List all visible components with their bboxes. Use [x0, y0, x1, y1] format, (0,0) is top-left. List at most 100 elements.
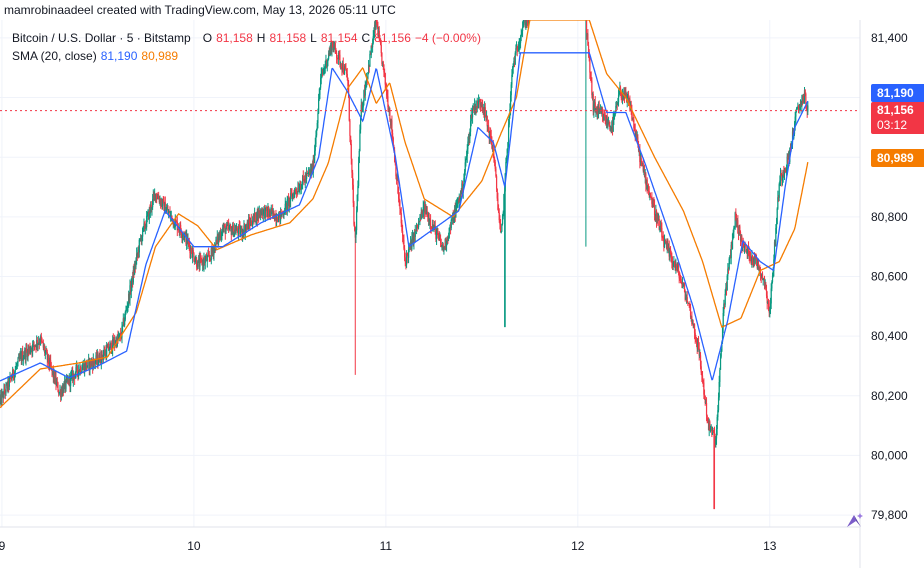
candle-body	[84, 363, 86, 370]
candle-body	[726, 275, 728, 291]
time-axis[interactable]: 9 10 11 12 13	[0, 539, 777, 553]
candle-body	[615, 104, 618, 106]
candle-body	[164, 202, 166, 211]
candle-body	[358, 150, 360, 163]
candle-body	[305, 176, 307, 179]
candle-body	[766, 295, 768, 304]
candle-body	[740, 236, 742, 241]
candle-body	[205, 256, 207, 260]
candle-body	[666, 243, 668, 249]
candle-body	[158, 196, 160, 200]
candle-body	[663, 240, 666, 248]
candle-body	[795, 111, 797, 117]
candle-body	[353, 202, 355, 225]
candle-body	[138, 239, 140, 253]
candle-body	[314, 150, 316, 163]
candle-body	[713, 431, 715, 433]
candle-body	[333, 47, 335, 51]
candle-body	[518, 44, 520, 48]
candle-body	[493, 158, 496, 163]
candle-body	[7, 379, 9, 389]
candle-body	[405, 260, 407, 265]
candle-body	[4, 388, 6, 393]
candle-body	[180, 231, 182, 235]
candle-body	[479, 104, 482, 106]
candle-body	[638, 148, 640, 151]
candle-body	[387, 96, 389, 108]
candle-body	[477, 100, 479, 108]
candle-body	[601, 111, 603, 114]
candle-body	[200, 257, 202, 259]
candle-body	[712, 430, 714, 432]
candle-body	[261, 211, 263, 215]
candle-body	[399, 208, 402, 213]
candle-body	[459, 196, 461, 200]
legend-symbol-row[interactable]: Bitcoin / U.S. Dollar · 5 · Bitstamp O 81…	[12, 29, 481, 47]
candle-body	[334, 43, 336, 49]
y-tick-label: 80,600	[871, 269, 908, 283]
candle-body	[767, 302, 770, 307]
candle-body	[427, 212, 429, 222]
candle-body	[768, 306, 770, 313]
chart-legend: Bitcoin / U.S. Dollar · 5 · Bitstamp O 81…	[12, 29, 481, 65]
candle-body	[274, 218, 276, 221]
candle-body	[15, 366, 17, 370]
symbol-title: Bitcoin / U.S. Dollar · 5 · Bitstamp	[12, 31, 191, 45]
candle-body	[634, 129, 636, 136]
candle-body	[677, 266, 680, 272]
candle-body	[698, 348, 700, 356]
candle-body	[642, 163, 644, 171]
candle-body	[43, 347, 45, 349]
candle-body	[110, 342, 112, 345]
candle-body	[677, 266, 679, 269]
candle-body	[491, 142, 493, 149]
candle-body	[343, 72, 345, 74]
candle-body	[144, 226, 146, 229]
candle-body	[312, 158, 314, 173]
sparkle-logo-icon[interactable]	[843, 511, 865, 531]
candle-body	[173, 220, 175, 227]
candle-body	[335, 48, 337, 53]
legend-sma-row[interactable]: SMA (20, close) 81,190 80,989	[12, 47, 481, 65]
candle-body	[695, 337, 697, 342]
candle-body	[435, 232, 438, 240]
candle-body	[155, 193, 157, 200]
candle-body	[315, 135, 317, 144]
candle-body	[681, 282, 684, 285]
candle-body	[656, 218, 658, 224]
candle-body	[439, 238, 441, 240]
candle-body	[605, 116, 608, 125]
candle-body	[587, 45, 590, 53]
candle-body	[204, 258, 206, 264]
candle-body	[166, 209, 168, 212]
candle-body	[647, 186, 650, 192]
candle-body	[298, 187, 300, 192]
candle-body	[402, 236, 404, 240]
candle-body	[50, 366, 52, 368]
candle-body	[720, 350, 722, 357]
sma-indicator-label: SMA (20, close)	[12, 49, 97, 63]
candle-body	[351, 158, 353, 173]
candle-body	[368, 64, 370, 67]
candle-body	[112, 339, 114, 346]
candle-body	[221, 233, 223, 236]
candle-body	[593, 102, 596, 104]
candle-body	[11, 377, 13, 379]
candle-body	[316, 128, 318, 136]
x-tick-label: 9	[0, 539, 6, 553]
candle-body	[588, 52, 590, 59]
candle-body	[404, 257, 406, 261]
candle-body	[382, 61, 384, 65]
candle-body	[625, 92, 627, 94]
candle-body	[796, 108, 798, 110]
candle-body	[38, 342, 40, 344]
candle-body	[617, 102, 619, 105]
candle-body	[473, 104, 476, 112]
candle-body	[207, 253, 209, 257]
candle-body	[132, 270, 134, 283]
candle-body	[113, 340, 115, 346]
candle-body	[218, 235, 220, 238]
candle-body	[8, 379, 10, 387]
candle-body	[463, 177, 465, 186]
